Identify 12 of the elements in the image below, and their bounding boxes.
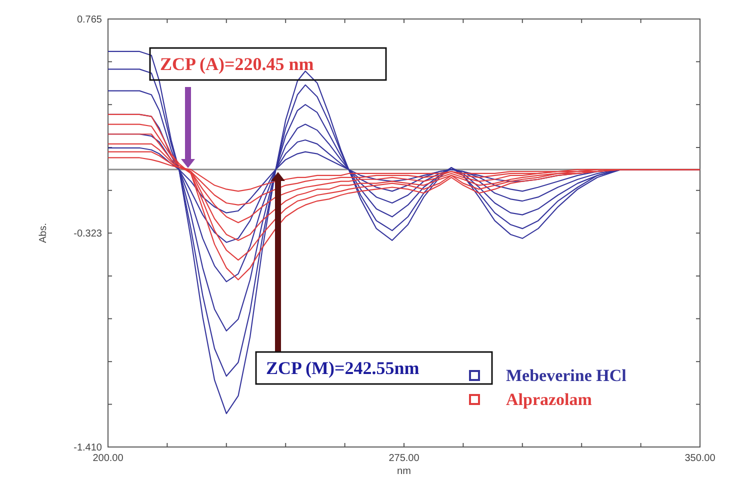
x-tick-label: 275.00 — [388, 453, 420, 464]
annotation: ZCP (A)=220.45 nm — [160, 54, 314, 74]
x-tick-label: 350.00 — [684, 453, 716, 464]
x-tick-label: 200.00 — [92, 453, 124, 464]
y-tick-label: 0.765 — [76, 14, 102, 26]
legend-label: Mebeverine HCl — [506, 366, 627, 385]
y-axis-title: Abs. — [38, 222, 49, 244]
y-tick-label: -1.410 — [74, 442, 102, 454]
annotation: ZCP (M)=242.55nm — [266, 358, 420, 378]
legend-label: Alprazolam — [506, 390, 592, 409]
y-tick-label: -0.323 — [74, 228, 102, 240]
x-axis-title: nm — [397, 466, 411, 477]
